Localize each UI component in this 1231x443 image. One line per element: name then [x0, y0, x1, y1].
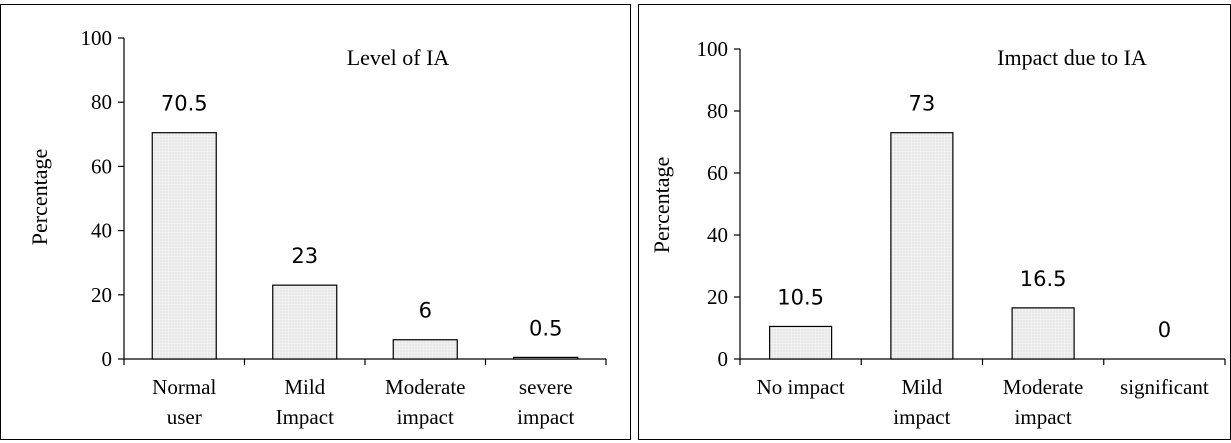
data-label: 10.5 [777, 285, 824, 309]
y-tick-label: 20 [91, 283, 112, 307]
category-label: Normal [152, 375, 216, 399]
bar [392, 339, 458, 360]
category-label: Mild [901, 375, 942, 399]
bar [890, 132, 954, 360]
y-axis-title: Percentage [649, 157, 674, 254]
chart-panel-level-of-ia: 0 20 40 60 80 100 Percentage Level of IA 70.5 Nor… [0, 4, 631, 440]
bar [1011, 307, 1075, 360]
data-label: 73 [909, 92, 936, 116]
bar [272, 284, 338, 360]
category-label: impact [397, 405, 454, 429]
category-label: user [167, 405, 202, 429]
category-label: Impact [276, 405, 334, 429]
chart-level-of-ia: 0 20 40 60 80 100 Percentage Level of IA 70.5 Nor… [27, 26, 607, 429]
bar [513, 356, 579, 360]
category-label: severe [519, 375, 573, 399]
chart-impact-due-to-ia: 0 20 40 60 80 100 Percentage Impact due to IA 10… [649, 37, 1226, 429]
y-tick-label: 80 [91, 90, 112, 114]
y-tick-label: 60 [707, 161, 728, 185]
y-tick-label: 0 [102, 347, 113, 371]
data-label: 70.5 [161, 92, 208, 116]
data-label: 0.5 [529, 316, 562, 340]
category-label: impact [893, 405, 950, 429]
category-label: Moderate [1003, 375, 1083, 399]
data-label: 6 [419, 299, 432, 323]
data-label: 0 [1158, 318, 1171, 342]
category-label: No impact [757, 375, 845, 399]
category-label: Moderate [385, 375, 465, 399]
category-label: significant [1120, 375, 1209, 399]
chart-title: Level of IA [347, 45, 450, 70]
data-label: 23 [291, 244, 318, 268]
y-axis-title: Percentage [27, 149, 52, 246]
y-tick-label: 20 [707, 285, 728, 309]
y-tick-label: 40 [91, 219, 112, 243]
y-tick-label: 40 [707, 223, 728, 247]
bar [769, 325, 833, 360]
y-tick-label: 100 [697, 37, 729, 61]
y-tick-label: 0 [718, 347, 729, 371]
category-label: impact [517, 405, 574, 429]
chart-title: Impact due to IA [997, 45, 1147, 70]
y-tick-label: 100 [81, 26, 113, 50]
bar [151, 132, 217, 360]
category-label: impact [1015, 405, 1072, 429]
y-tick-label: 60 [91, 154, 112, 178]
category-label: Mild [284, 375, 325, 399]
y-tick-label: 80 [707, 99, 728, 123]
data-label: 16.5 [1020, 267, 1067, 291]
chart-panel-impact-due-to-ia: 0 20 40 60 80 100 Percentage Impact due to IA 10… [638, 4, 1231, 440]
